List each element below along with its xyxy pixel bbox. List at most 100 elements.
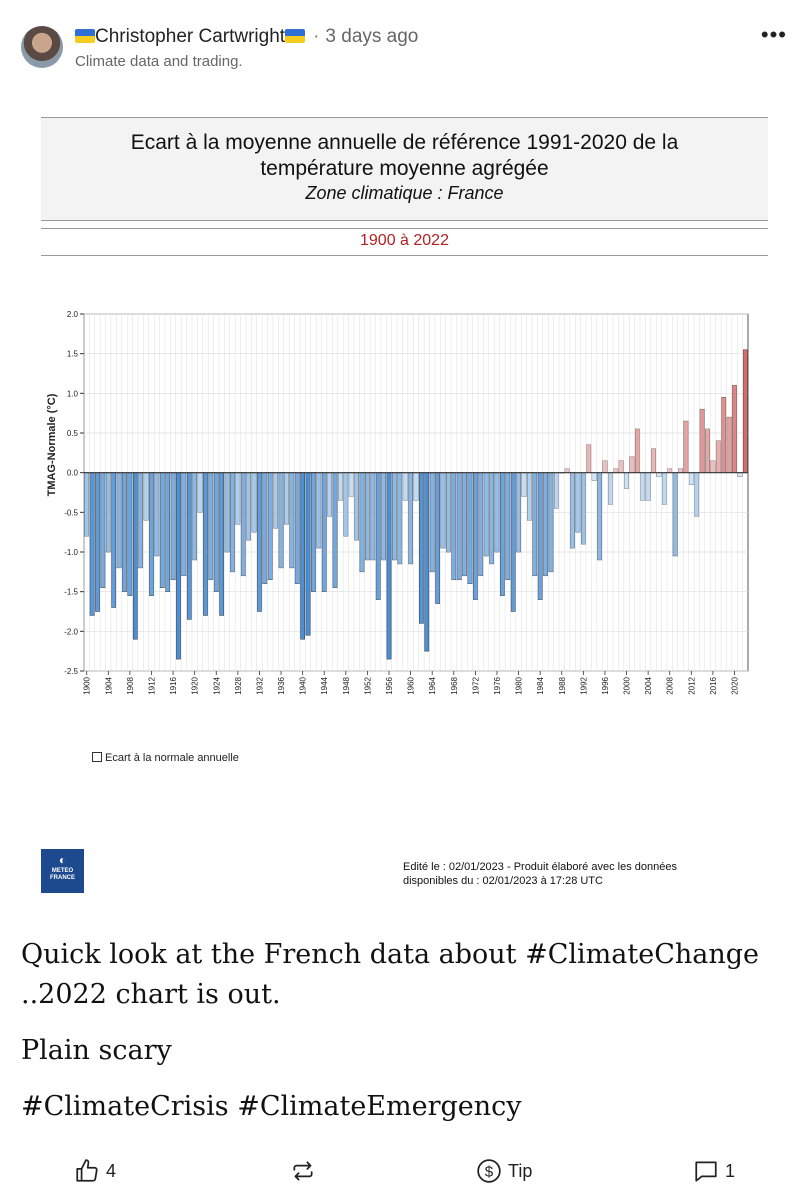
comment-button[interactable]: 1	[693, 1158, 735, 1184]
bar-shade	[425, 473, 429, 652]
bar-shade	[413, 472, 419, 501]
bar-shade	[543, 472, 548, 576]
bar-shade	[365, 472, 370, 560]
y-tick-label: -1.0	[64, 548, 78, 557]
x-tick-label: 1956	[385, 676, 394, 694]
bar-shade	[278, 472, 284, 568]
avatar[interactable]	[21, 26, 63, 68]
x-tick-label: 1908	[126, 676, 135, 694]
bar-shade	[500, 472, 505, 596]
bar-shade	[678, 468, 683, 473]
y-tick-label: -2.0	[64, 627, 78, 636]
bar-shade	[646, 472, 651, 501]
bar-shade	[84, 472, 89, 537]
bar-shade	[435, 472, 440, 604]
bar-shade	[322, 472, 327, 592]
y-tick-label: 1.0	[67, 389, 79, 398]
x-tick-label: 1916	[169, 676, 178, 694]
x-tick-label: 2008	[666, 676, 675, 694]
bar-shade	[359, 472, 365, 572]
x-tick-label: 2000	[623, 676, 632, 694]
x-tick-label: 2016	[709, 676, 718, 694]
bar-shade	[203, 472, 208, 616]
author-line: Christopher Cartwright · 3 days ago	[75, 26, 418, 48]
bar-shade	[662, 472, 667, 505]
bar-shade	[127, 472, 132, 596]
chart-image[interactable]: Ecart à la moyenne annuelle de référence…	[0, 95, 809, 915]
bar-shade	[624, 472, 629, 489]
bar-shade	[376, 472, 381, 600]
bar-shade	[743, 349, 748, 473]
bar-shade	[354, 472, 359, 541]
post-timestamp[interactable]: 3 days ago	[325, 26, 419, 47]
bar-shade	[597, 472, 602, 560]
x-tick-label: 1924	[212, 676, 221, 694]
bar-shade	[257, 472, 262, 612]
bar-shade	[181, 472, 186, 576]
svg-text:$: $	[485, 1163, 494, 1180]
bar-chart: 2.0 1.5 1.0 0.5 0.0 -0.5 -1.0 -1.5 -2.0 -2.5 1900 1…	[46, 310, 749, 695]
bar-shade	[656, 472, 662, 477]
bar-shade	[316, 472, 321, 549]
bar-shade	[214, 472, 219, 592]
bar-shade	[241, 472, 246, 576]
repost-button[interactable]	[290, 1158, 316, 1184]
bar-shade	[494, 472, 500, 552]
bar-shade	[381, 472, 386, 560]
bar-shade	[727, 417, 732, 473]
like-button[interactable]: 4	[74, 1158, 116, 1184]
bar-shade	[284, 472, 289, 525]
bar-shade	[489, 472, 494, 564]
x-tick-label: 1940	[299, 676, 308, 694]
bar-shade	[700, 409, 705, 473]
ukraine-flag-icon	[285, 29, 306, 43]
x-tick-label: 1968	[450, 676, 459, 694]
dollar-coin-icon: $	[477, 1159, 501, 1183]
author-subtitle: Climate data and trading.	[75, 53, 243, 70]
bar-shade	[419, 472, 424, 624]
bar-shade	[343, 472, 348, 537]
bar-shade	[408, 472, 413, 564]
x-tick-label: 1952	[363, 676, 372, 694]
bar-shade	[165, 472, 170, 592]
chart-legend: Ecart à la normale annuelle	[92, 752, 239, 764]
bar-shade	[721, 397, 726, 473]
chart-title-box: Ecart à la moyenne annuelle de référence…	[41, 117, 768, 221]
bar-shade	[111, 472, 116, 608]
post-line: Plain scary	[21, 1035, 172, 1066]
chart-range-box: 1900 à 2022	[41, 228, 768, 256]
bar-shade	[619, 460, 624, 473]
tip-button[interactable]: $ Tip	[476, 1158, 532, 1184]
bar-shade	[338, 472, 343, 501]
bar-shade	[581, 472, 586, 545]
x-tick-label: 1984	[536, 676, 545, 694]
bar-shade	[138, 472, 143, 568]
repost-icon	[293, 1161, 313, 1181]
more-icon[interactable]: •••	[760, 22, 787, 47]
bar-shade	[349, 472, 354, 497]
y-tick-label: 0.0	[67, 469, 79, 478]
comment-count: 1	[725, 1160, 736, 1181]
bar-shade	[484, 472, 489, 556]
bar-shade	[473, 472, 478, 600]
bar-shade	[667, 468, 672, 473]
author-name[interactable]: Christopher Cartwright	[95, 26, 286, 47]
bar-shade	[527, 472, 532, 521]
x-tick-label: 1976	[493, 676, 502, 694]
x-tick-label: 1928	[234, 676, 243, 694]
post-body: Quick look at the French data about #Cli…	[21, 935, 791, 1143]
y-tick-label: 1.5	[67, 350, 79, 359]
bar-shade	[521, 472, 527, 497]
y-tick-label: -2.5	[64, 667, 78, 676]
bar-shade	[187, 472, 192, 620]
bar-shade	[732, 385, 737, 473]
bar-shade	[565, 468, 570, 473]
x-tick-label: 1980	[515, 676, 524, 694]
bar-shade	[538, 472, 543, 600]
bar-shade	[705, 429, 710, 473]
bar-shade	[327, 472, 332, 517]
x-tick-label: 1972	[471, 676, 480, 694]
bar-shade	[629, 456, 635, 473]
y-tick-label: 0.5	[67, 429, 79, 438]
bar-shade	[613, 468, 618, 473]
